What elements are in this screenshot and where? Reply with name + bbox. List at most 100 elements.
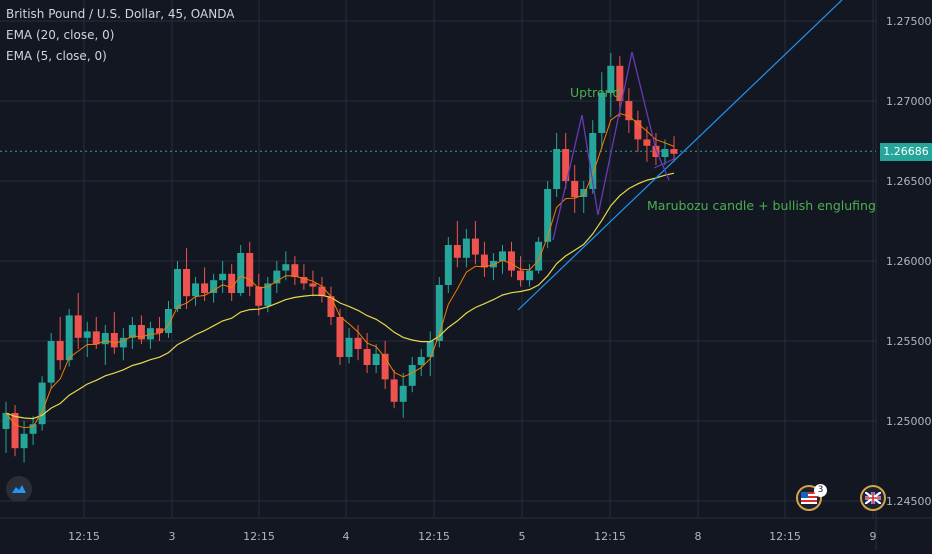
- uptrend-annotation[interactable]: Uptrend: [570, 85, 620, 100]
- bearish-candle[interactable]: [453, 245, 461, 258]
- ema20-legend[interactable]: EMA (20, close, 0): [6, 28, 115, 42]
- uk-flag-event-icon[interactable]: [860, 485, 886, 511]
- current-price-label: 1.26686: [880, 143, 932, 161]
- bullish-candle[interactable]: [174, 269, 182, 309]
- bullish-candle[interactable]: [661, 149, 669, 157]
- bullish-candle[interactable]: [273, 270, 281, 284]
- bearish-candle[interactable]: [670, 149, 678, 154]
- bullish-candle[interactable]: [535, 241, 543, 271]
- pattern-annotation[interactable]: Marubozu candle + bullish englufing: [647, 198, 876, 213]
- us-flag-event-icon[interactable]: [796, 485, 822, 511]
- bearish-candle[interactable]: [318, 286, 326, 297]
- time-tick-label: 3: [169, 530, 176, 543]
- bearish-candle[interactable]: [201, 283, 209, 293]
- bullish-candle[interactable]: [2, 413, 10, 429]
- bearish-candle[interactable]: [517, 270, 525, 281]
- bullish-candle[interactable]: [128, 325, 136, 338]
- bearish-candle[interactable]: [110, 333, 118, 348]
- bullish-candle[interactable]: [417, 357, 425, 365]
- bullish-candle[interactable]: [119, 337, 127, 348]
- bearish-candle[interactable]: [137, 325, 145, 340]
- bullish-candle[interactable]: [101, 333, 109, 345]
- bearish-candle[interactable]: [471, 238, 479, 255]
- bullish-candle[interactable]: [264, 283, 272, 306]
- bearish-candle[interactable]: [183, 269, 191, 297]
- bullish-candle[interactable]: [435, 285, 443, 341]
- pattern-mark-line[interactable]: [653, 157, 677, 169]
- ema5-legend[interactable]: EMA (5, close, 0): [6, 49, 107, 63]
- bearish-candle[interactable]: [246, 253, 254, 287]
- bullish-candle[interactable]: [399, 385, 407, 402]
- bullish-candle[interactable]: [553, 149, 561, 189]
- time-tick-label: 5: [519, 530, 526, 543]
- bearish-candle[interactable]: [571, 181, 579, 197]
- bullish-candle[interactable]: [192, 283, 200, 297]
- bearish-candle[interactable]: [634, 120, 642, 140]
- bullish-candle[interactable]: [237, 253, 245, 293]
- bullish-candle[interactable]: [210, 280, 218, 293]
- bearish-candle[interactable]: [508, 251, 516, 271]
- bullish-candle[interactable]: [345, 337, 353, 357]
- bearish-candle[interactable]: [155, 328, 163, 333]
- bullish-candle[interactable]: [580, 189, 588, 197]
- bearish-candle[interactable]: [625, 101, 633, 121]
- time-tick-label: 8: [695, 530, 702, 543]
- bullish-candle[interactable]: [544, 189, 552, 242]
- bullish-candle[interactable]: [47, 341, 55, 383]
- tradingview-logo-icon[interactable]: [6, 476, 32, 502]
- bullish-candle[interactable]: [589, 133, 597, 189]
- bullish-candle[interactable]: [498, 251, 506, 261]
- bullish-candle[interactable]: [164, 309, 172, 333]
- price-tick-label: 1.27500: [886, 15, 932, 28]
- time-tick-label: 12:15: [769, 530, 801, 543]
- bullish-candle[interactable]: [526, 270, 534, 281]
- price-tick-label: 1.25500: [886, 335, 932, 348]
- zigzag-pattern-line[interactable]: [552, 51, 670, 241]
- bearish-candle[interactable]: [309, 283, 317, 287]
- bearish-candle[interactable]: [56, 341, 64, 361]
- bullish-candle[interactable]: [83, 331, 91, 338]
- symbol-title[interactable]: British Pound / U.S. Dollar, 45, OANDA: [6, 7, 235, 21]
- bearish-candle[interactable]: [562, 149, 570, 181]
- bullish-candle[interactable]: [219, 273, 227, 281]
- bearish-candle[interactable]: [255, 286, 263, 306]
- bearish-candle[interactable]: [92, 331, 100, 345]
- bearish-candle[interactable]: [74, 315, 82, 338]
- bullish-candle[interactable]: [426, 341, 434, 357]
- time-tick-label: 12:15: [243, 530, 275, 543]
- bullish-candle[interactable]: [65, 315, 73, 361]
- bearish-candle[interactable]: [291, 264, 299, 277]
- bearish-candle[interactable]: [643, 139, 651, 146]
- bearish-candle[interactable]: [336, 317, 344, 357]
- event-count-badge: 3: [814, 484, 827, 497]
- bullish-candle[interactable]: [29, 424, 37, 434]
- bearish-candle[interactable]: [480, 254, 488, 268]
- bullish-candle[interactable]: [444, 245, 452, 285]
- bearish-candle[interactable]: [390, 379, 398, 402]
- bearish-candle[interactable]: [616, 65, 624, 101]
- bearish-candle[interactable]: [354, 337, 362, 349]
- bullish-candle[interactable]: [462, 238, 470, 258]
- ema20-line[interactable]: [5, 172, 675, 420]
- price-tick-label: 1.25000: [886, 415, 932, 428]
- ema5-line[interactable]: [5, 113, 675, 429]
- bullish-candle[interactable]: [607, 65, 615, 93]
- bullish-candle[interactable]: [489, 261, 497, 268]
- bullish-candle[interactable]: [282, 264, 290, 271]
- bullish-candle[interactable]: [38, 382, 46, 425]
- bearish-candle[interactable]: [228, 273, 236, 293]
- bullish-candle[interactable]: [372, 353, 380, 365]
- price-tick-label: 1.26500: [886, 175, 932, 188]
- bullish-candle[interactable]: [408, 365, 416, 386]
- bearish-candle[interactable]: [381, 353, 389, 380]
- bearish-candle[interactable]: [327, 296, 335, 317]
- bearish-candle[interactable]: [300, 277, 308, 284]
- bullish-candle[interactable]: [20, 433, 28, 449]
- bullish-candle[interactable]: [598, 93, 606, 133]
- bearish-candle[interactable]: [11, 413, 19, 449]
- bearish-candle[interactable]: [363, 349, 371, 365]
- chart-legend: British Pound / U.S. Dollar, 45, OANDA E…: [6, 4, 234, 67]
- uptrend-trendline[interactable]: [517, 0, 843, 311]
